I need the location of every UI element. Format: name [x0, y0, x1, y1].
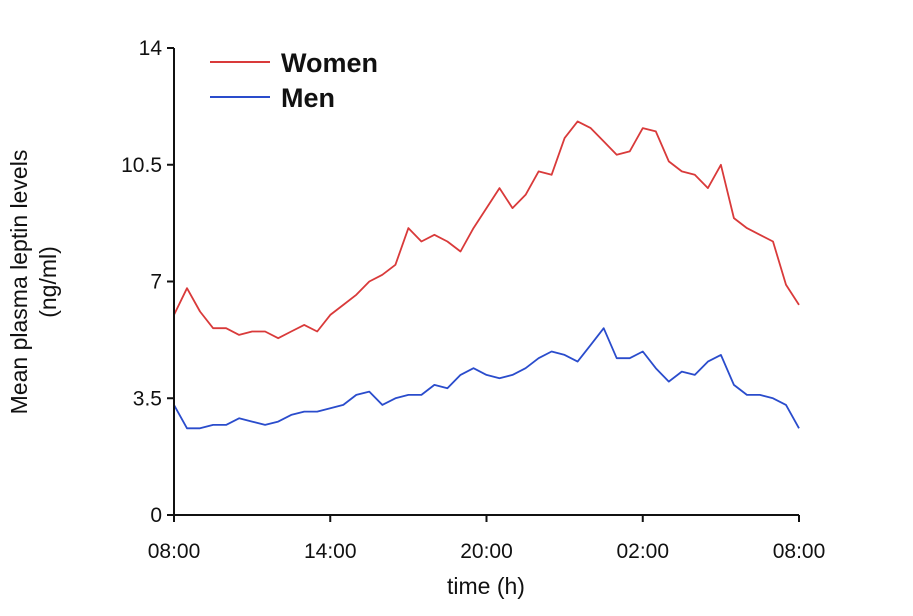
x-tick-label: 14:00 [304, 540, 357, 563]
legend-label-women: Women [281, 48, 378, 78]
legend: Women Men [210, 48, 378, 113]
series-line-women [173, 120, 800, 340]
legend-label-men: Men [281, 83, 335, 113]
series-line-men [173, 327, 800, 430]
x-axis-title: time (h) [447, 573, 525, 599]
y-tick-label: 0 [150, 504, 162, 527]
y-axis-title-line-2: (ng/ml) [35, 246, 61, 318]
x-tick-label: 20:00 [460, 540, 513, 563]
x-tick-label: 08:00 [773, 540, 826, 563]
y-axis-title-line-1: Mean plasma leptin levels [6, 150, 32, 415]
series-layer [173, 120, 800, 430]
y-tick-label: 14 [139, 37, 163, 60]
y-tick-label: 10.5 [121, 154, 162, 177]
x-tick-label: 08:00 [148, 540, 201, 563]
x-axis-ticks: 08:00 14:00 20:00 02:00 08:00 [148, 515, 826, 563]
x-tick-label: 02:00 [616, 540, 669, 563]
y-axis-ticks: 0 3.5 7 10.5 14 [121, 37, 174, 527]
y-tick-label: 7 [150, 271, 162, 294]
y-tick-label: 3.5 [133, 387, 162, 410]
